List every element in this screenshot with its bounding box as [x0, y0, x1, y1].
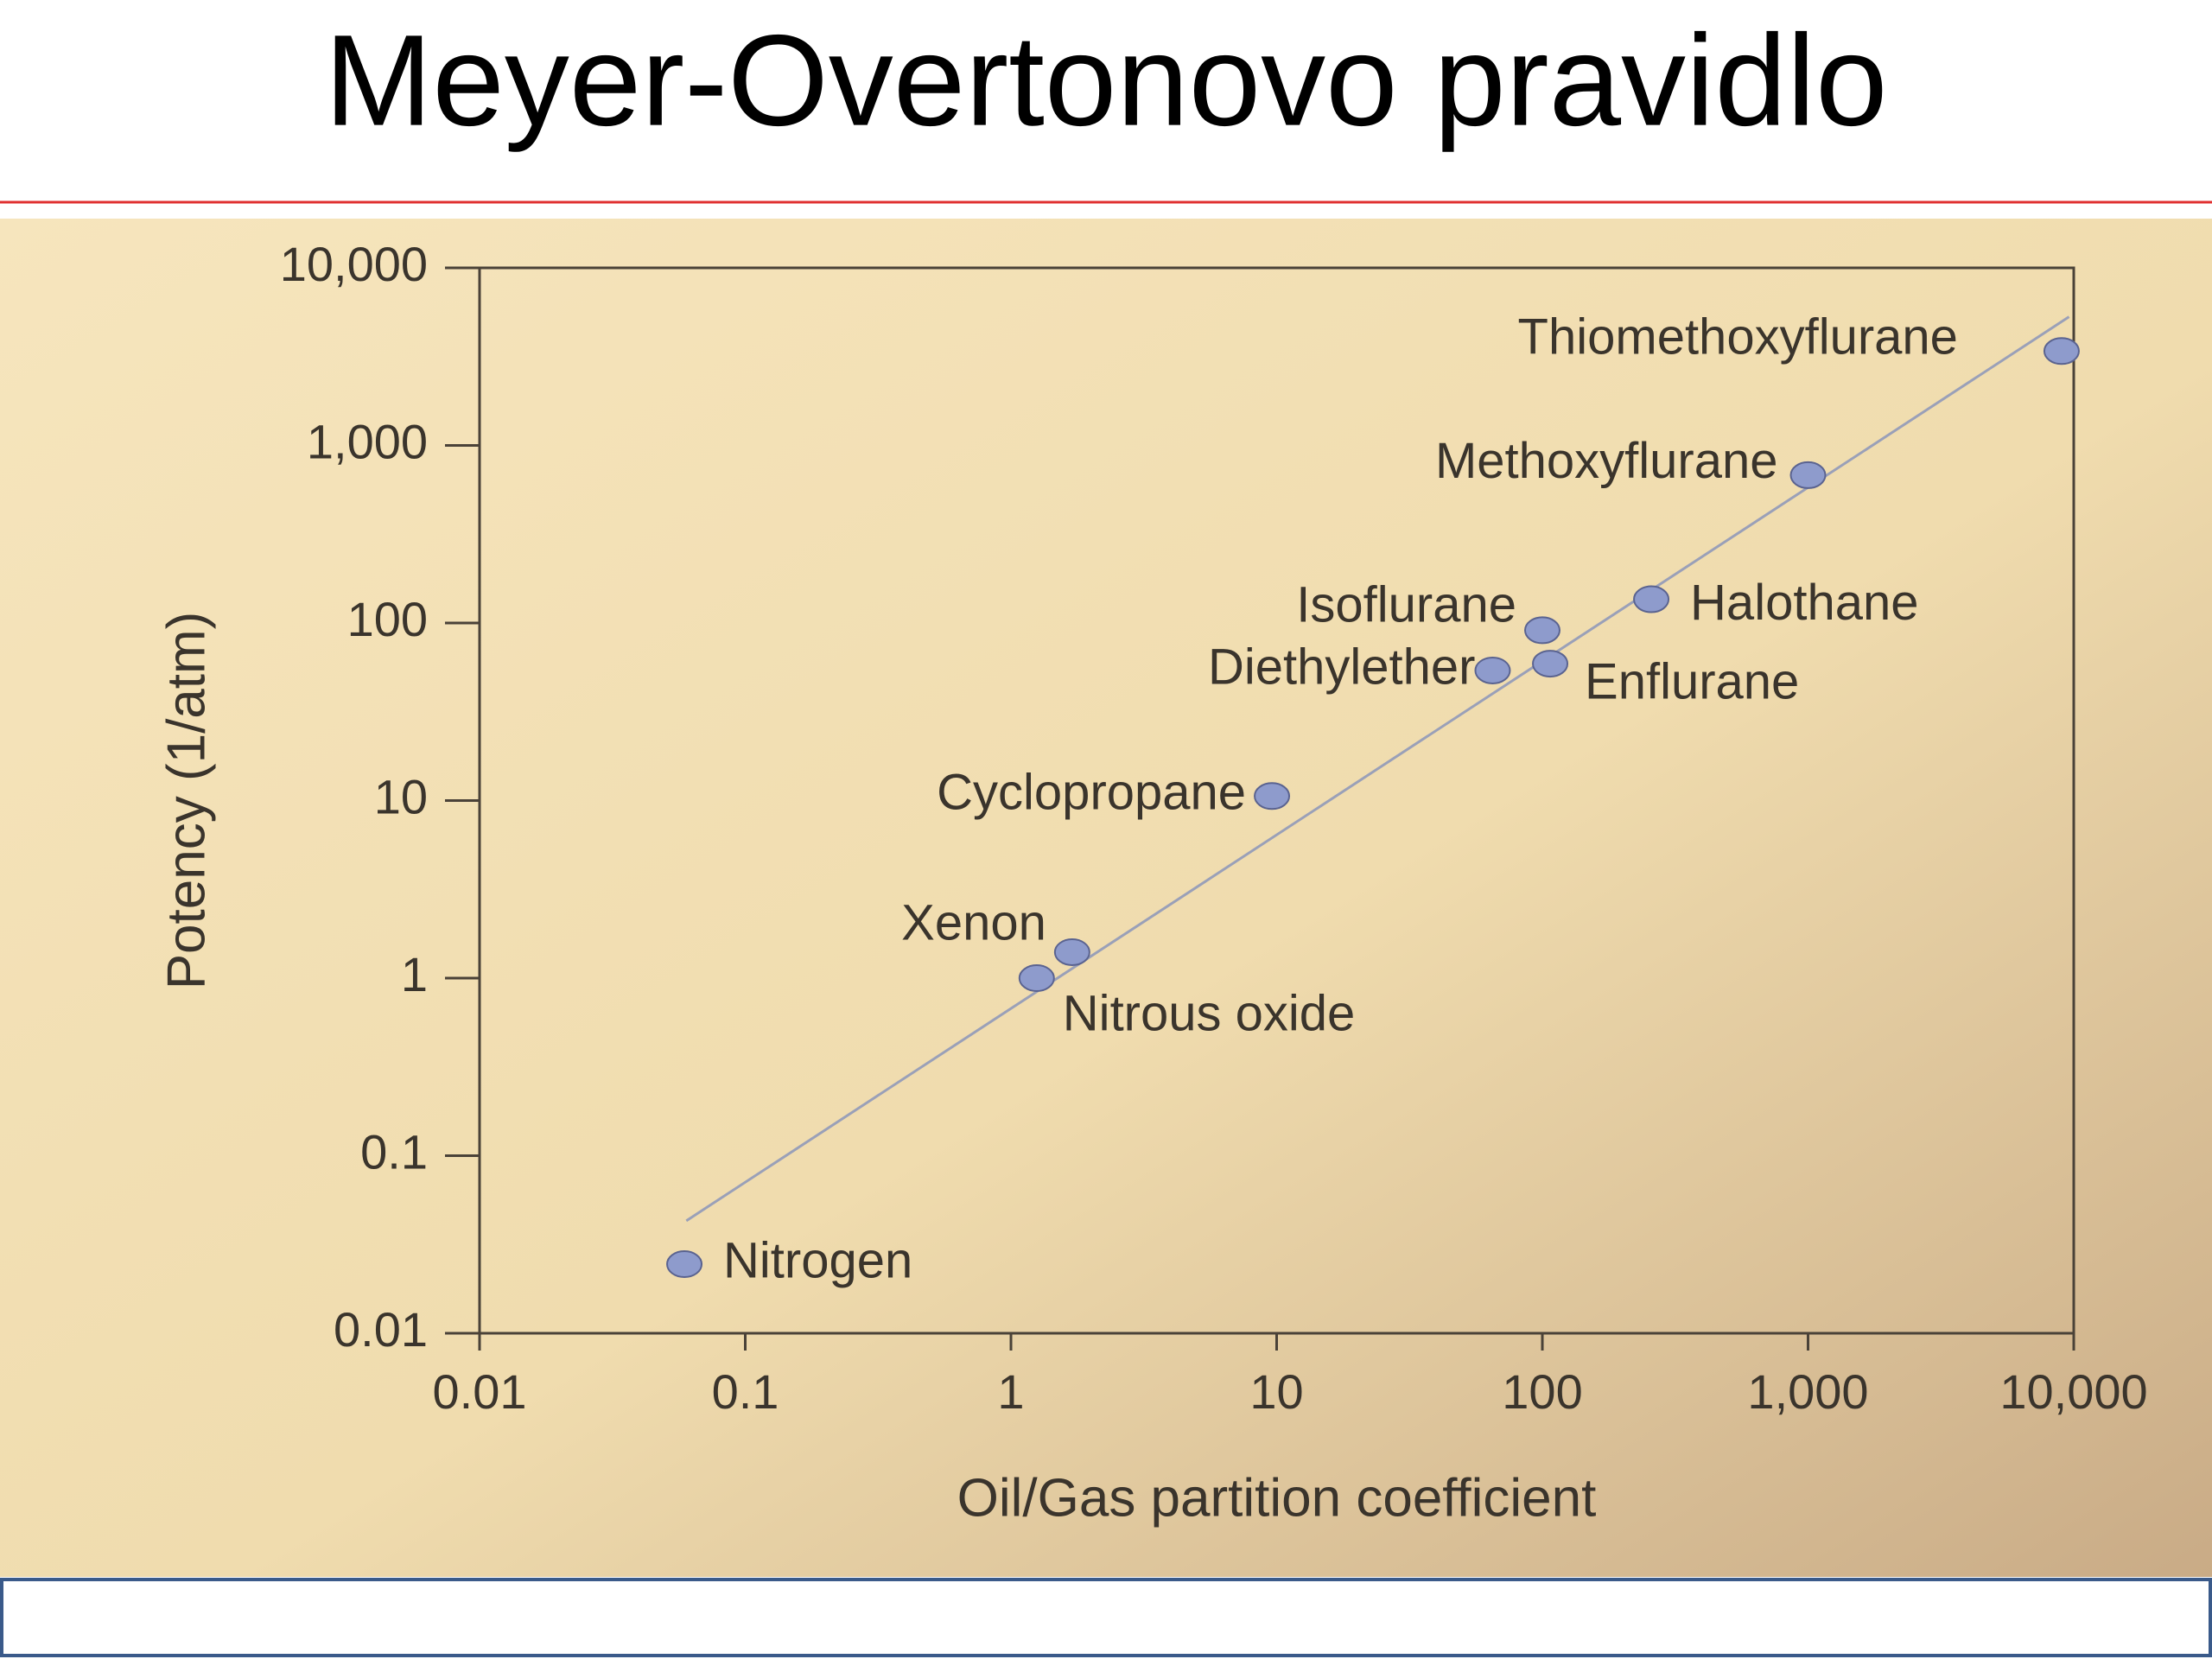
x-tick-label: 1: [997, 1364, 1024, 1419]
data-point: [1053, 938, 1090, 966]
y-tick-label: 10,000: [280, 237, 428, 291]
x-tick-label: 1,000: [1747, 1364, 1868, 1419]
trend-line: [685, 315, 2070, 1223]
point-label: Enflurane: [1585, 653, 1799, 709]
data-point: [1524, 616, 1560, 645]
point-label: Nitrous oxide: [1063, 985, 1355, 1041]
y-tick-label: 100: [347, 592, 428, 646]
x-tick-label: 100: [1502, 1364, 1582, 1419]
x-axis-label: Oil/Gas partition coefficient: [957, 1468, 1597, 1528]
point-label: Cyclopropane: [937, 765, 1246, 821]
point-label: Thiomethoxyflurane: [1518, 309, 1958, 365]
slide-title: Meyer-Overtonovo pravidlo: [324, 8, 1887, 153]
plot: 0.01 0.1 1 10 100 1,000 10,000 0.01 0.1 1 10 100 1,0…: [156, 237, 2147, 1529]
point-label: Xenon: [901, 894, 1046, 950]
x-tick-label: 0.1: [712, 1364, 779, 1419]
data-point: [666, 1250, 703, 1279]
footer-box: [0, 1578, 2212, 1657]
y-tick-label: 1,000: [307, 414, 428, 468]
point-label: Diethylether: [1208, 639, 1475, 695]
data-point: [1018, 964, 1055, 992]
y-tick-label: 1: [401, 947, 428, 1001]
data-point: [2043, 337, 2080, 365]
data-point: [1789, 461, 1827, 489]
data-point: [1532, 650, 1569, 678]
data-point: [1633, 585, 1670, 613]
y-tick-label: 0.1: [360, 1124, 428, 1179]
point-label: Nitrogen: [723, 1232, 912, 1288]
point-label: Isoflurane: [1296, 577, 1516, 633]
point-label: Methoxyflurane: [1435, 433, 1778, 489]
x-tick-label: 10: [1249, 1364, 1303, 1419]
data-point: [1474, 656, 1511, 684]
y-axis-label: Potency (1/atm): [156, 612, 216, 990]
photo-background: [0, 219, 2212, 1577]
y-tick-label: 10: [374, 769, 428, 823]
y-tick-label: 0.01: [334, 1302, 428, 1357]
point-label: Halothane: [1690, 575, 1918, 631]
x-tick-label: 0.01: [433, 1364, 527, 1419]
x-tick-label: 10,000: [1999, 1364, 2147, 1419]
data-point: [1254, 782, 1291, 810]
